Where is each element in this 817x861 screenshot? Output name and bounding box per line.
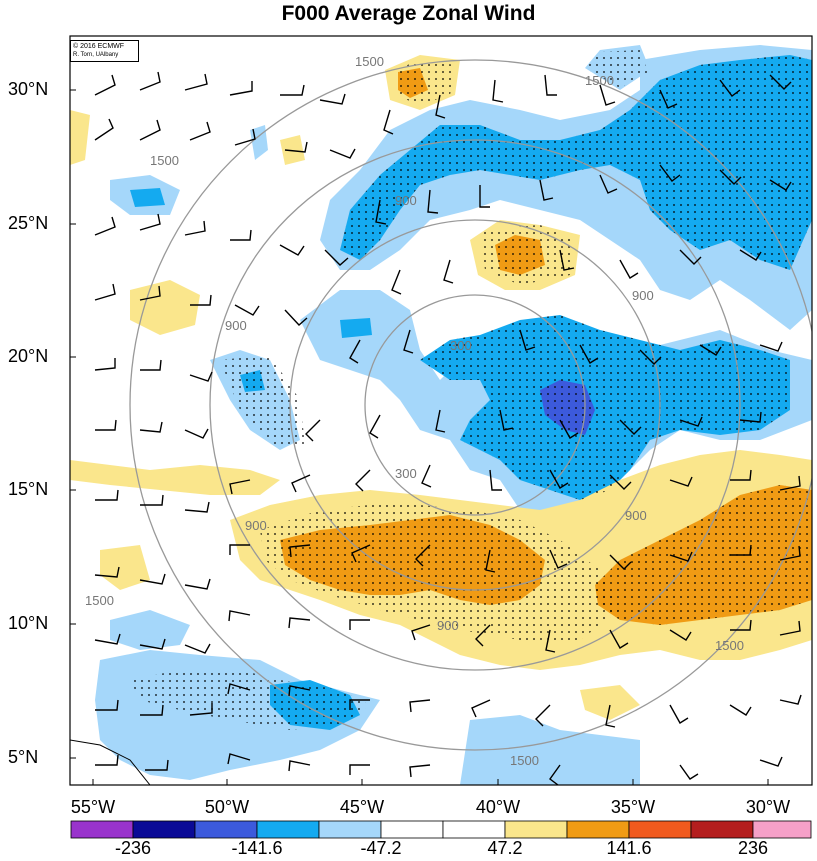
lat-label-30n: 30°N bbox=[8, 79, 49, 99]
colorbar-label: 47.2 bbox=[487, 838, 523, 858]
svg-text:300: 300 bbox=[450, 338, 472, 353]
lon-label-55w: 55°W bbox=[70, 797, 116, 817]
range-rings bbox=[129, 59, 812, 751]
coastline bbox=[70, 739, 151, 785]
svg-text:300: 300 bbox=[395, 466, 417, 481]
svg-text:1500: 1500 bbox=[150, 153, 179, 168]
svg-text:1500: 1500 bbox=[585, 73, 614, 88]
map-frame bbox=[69, 35, 813, 786]
svg-text:1500: 1500 bbox=[355, 54, 384, 69]
svg-text:1500: 1500 bbox=[715, 638, 744, 653]
lat-label-15n: 15°N bbox=[8, 479, 49, 499]
lat-label-20n: 20°N bbox=[8, 346, 49, 366]
colorbar-label: -236 bbox=[114, 838, 152, 858]
lat-label-5n: 5°N bbox=[8, 747, 39, 767]
credit-line-1: © 2016 ECMWF bbox=[73, 43, 125, 50]
lon-label-50w: 50°W bbox=[204, 797, 250, 817]
svg-text:1500: 1500 bbox=[510, 753, 539, 768]
lon-label-45w: 45°W bbox=[339, 797, 385, 817]
colorbar bbox=[70, 820, 812, 839]
stippling bbox=[130, 50, 812, 730]
svg-text:900: 900 bbox=[395, 193, 417, 208]
svg-text:900: 900 bbox=[245, 518, 267, 533]
colorbar-label: 141.6 bbox=[606, 838, 652, 858]
svg-text:900: 900 bbox=[437, 618, 459, 633]
lat-label-25n: 25°N bbox=[8, 213, 49, 233]
svg-text:900: 900 bbox=[632, 288, 654, 303]
svg-text:900: 900 bbox=[225, 318, 247, 333]
lat-label-10n: 10°N bbox=[8, 613, 49, 633]
lon-label-35w: 35°W bbox=[610, 797, 656, 817]
svg-text:1500: 1500 bbox=[85, 593, 114, 608]
lon-ticks bbox=[92, 779, 769, 785]
wind-barbs bbox=[94, 71, 802, 785]
lon-label-40w: 40°W bbox=[475, 797, 521, 817]
lon-label-30w: 30°W bbox=[745, 797, 791, 817]
colorbar-label: 236 bbox=[737, 838, 769, 858]
range-ring-labels: 1500 1500 1500 900 900 300 300 900 900 9… bbox=[85, 54, 744, 768]
svg-text:900: 900 bbox=[625, 508, 647, 523]
credit-box: © 2016 ECMWF R. Torn, UAlbany bbox=[70, 40, 139, 62]
page-title: F000 Average Zonal Wind bbox=[281, 2, 536, 25]
credit-line-2: R. Torn, UAlbany bbox=[73, 52, 119, 58]
lat-ticks bbox=[70, 89, 76, 759]
colorbar-label: -141.6 bbox=[231, 838, 283, 858]
colorbar-label: -47.2 bbox=[360, 838, 402, 858]
